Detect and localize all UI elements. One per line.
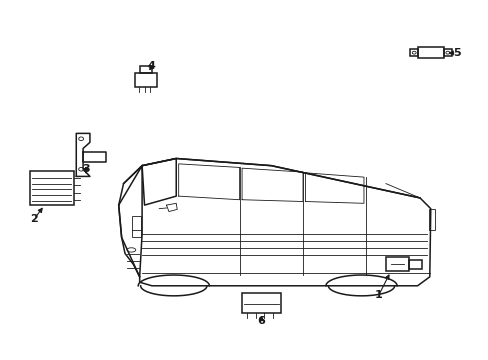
- Text: 5: 5: [452, 48, 460, 58]
- Bar: [409, 49, 417, 56]
- Bar: [444, 49, 451, 56]
- Bar: [140, 66, 152, 73]
- Bar: [428, 209, 434, 230]
- Text: 4: 4: [147, 61, 156, 71]
- Text: 2: 2: [30, 215, 38, 224]
- Text: 6: 6: [257, 316, 265, 325]
- Bar: [408, 260, 421, 269]
- Bar: [132, 216, 141, 237]
- Text: 1: 1: [374, 291, 382, 301]
- Bar: [385, 257, 408, 271]
- Bar: [242, 293, 281, 313]
- Text: 3: 3: [82, 164, 90, 174]
- Bar: [135, 73, 157, 87]
- Bar: [417, 47, 444, 58]
- Bar: [30, 171, 74, 205]
